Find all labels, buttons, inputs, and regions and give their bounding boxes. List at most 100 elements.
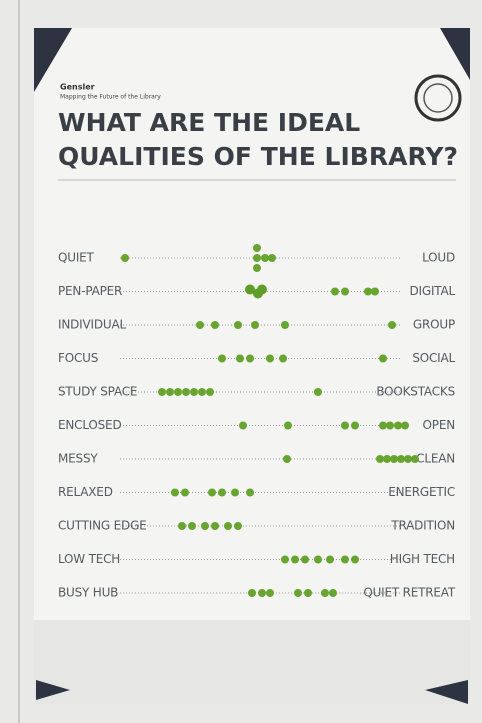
right-label: ENERGETIC: [388, 485, 455, 499]
vote-dot: [390, 455, 398, 463]
corner-tape: [36, 680, 70, 700]
vote-dot: [253, 244, 261, 252]
vote-dot: [301, 555, 309, 564]
vote-dot: [236, 354, 244, 363]
vote-dot: [234, 321, 242, 329]
left-label: QUIET: [58, 251, 95, 265]
right-label: TRADITION: [390, 519, 455, 533]
seal: [414, 74, 462, 122]
right-label: DIGITAL: [409, 284, 455, 298]
vote-dot: [266, 589, 274, 597]
vote-dot: [364, 287, 372, 296]
vote-dot: [211, 522, 219, 530]
right-label: OPEN: [423, 418, 455, 432]
vote-dot: [201, 522, 209, 530]
vote-dot: [268, 254, 276, 262]
vote-dot: [121, 254, 129, 262]
vote-dot: [188, 522, 196, 530]
vote-dot: [379, 421, 387, 430]
brand: Gensler: [60, 83, 95, 92]
vote-dot: [251, 321, 259, 329]
vote-dot: [351, 421, 359, 430]
vote-dot: [331, 287, 339, 296]
vote-dot: [388, 321, 396, 329]
vote-dot: [245, 284, 255, 295]
left-label: RELAXED: [58, 485, 113, 499]
vote-dot: [266, 354, 274, 363]
vote-dot: [234, 522, 242, 530]
vote-dot: [371, 287, 379, 296]
right-label: HIGH TECH: [390, 552, 455, 566]
vote-dot: [224, 522, 232, 530]
title: QUALITIES OF THE LIBRARY?: [58, 142, 458, 171]
vote-dot: [341, 287, 349, 296]
vote-dot: [279, 354, 287, 363]
vote-dot: [283, 455, 291, 463]
vote-dot: [291, 555, 299, 564]
right-label: QUIET RETREAT: [363, 586, 456, 600]
corner-tape: [440, 28, 470, 80]
vote-dot: [253, 264, 261, 272]
vote-dot: [231, 488, 239, 497]
vote-dot: [190, 388, 198, 396]
vote-dot: [329, 589, 337, 597]
vote-dot: [376, 455, 384, 463]
right-label: GROUP: [413, 318, 455, 332]
rows: QUIET LOUD PEN-PAPER DIGITAL INDIVIDUAL GROUP…: [58, 244, 456, 600]
right-label: BOOKSTACKS: [376, 385, 455, 399]
vote-dot: [383, 455, 391, 463]
vote-dot: [411, 455, 419, 463]
left-label: STUDY SPACE: [58, 385, 137, 399]
vote-dot: [258, 589, 266, 597]
seal: [423, 83, 453, 113]
vote-dot: [181, 488, 189, 497]
left-label: BUSY HUB: [58, 586, 118, 600]
vote-dot: [158, 388, 166, 396]
vote-dot: [386, 421, 394, 430]
right-label: LOUD: [422, 251, 455, 265]
vote-dot: [314, 388, 322, 396]
vote-dot: [182, 388, 190, 396]
vote-dot: [401, 421, 409, 430]
vote-dot: [281, 321, 289, 329]
vote-dot: [211, 321, 219, 329]
vote-dot: [253, 254, 261, 262]
left-label: INDIVIDUAL: [58, 318, 126, 332]
vote-dot: [248, 589, 256, 597]
poster-shadow: [34, 620, 470, 704]
corner-tape: [425, 680, 468, 704]
vote-dot: [404, 455, 412, 463]
right-label: SOCIAL: [412, 351, 455, 365]
vote-dot: [284, 421, 292, 430]
vote-dot: [239, 421, 247, 430]
vote-dot: [198, 388, 206, 396]
vote-dot: [321, 589, 329, 597]
right-label: CLEAN: [416, 452, 455, 466]
vote-dot: [218, 354, 226, 363]
vote-dot: [196, 321, 204, 329]
vote-dot: [341, 555, 349, 564]
vote-dot: [178, 522, 186, 530]
vote-dot: [294, 589, 302, 597]
subtitle: Mapping the Future of the Library: [60, 94, 161, 101]
vote-dot: [304, 589, 312, 597]
vote-dot: [394, 421, 402, 430]
corner-tape: [34, 28, 72, 92]
left-label: ENCLOSED: [58, 418, 121, 432]
vote-dot: [218, 488, 226, 497]
left-label: PEN-PAPER: [58, 284, 122, 298]
vote-dot: [246, 354, 254, 363]
vote-dot: [314, 555, 322, 564]
vote-dot: [206, 388, 214, 396]
vote-dot: [208, 488, 216, 497]
vote-dot: [166, 388, 174, 396]
vote-dot: [281, 555, 289, 564]
vote-dot: [379, 354, 387, 363]
vote-dot: [397, 455, 405, 463]
title: WHAT ARE THE IDEAL: [58, 108, 360, 137]
vote-dot: [171, 488, 179, 497]
vote-dot: [341, 421, 349, 430]
left-label: CUTTING EDGE: [58, 519, 147, 533]
